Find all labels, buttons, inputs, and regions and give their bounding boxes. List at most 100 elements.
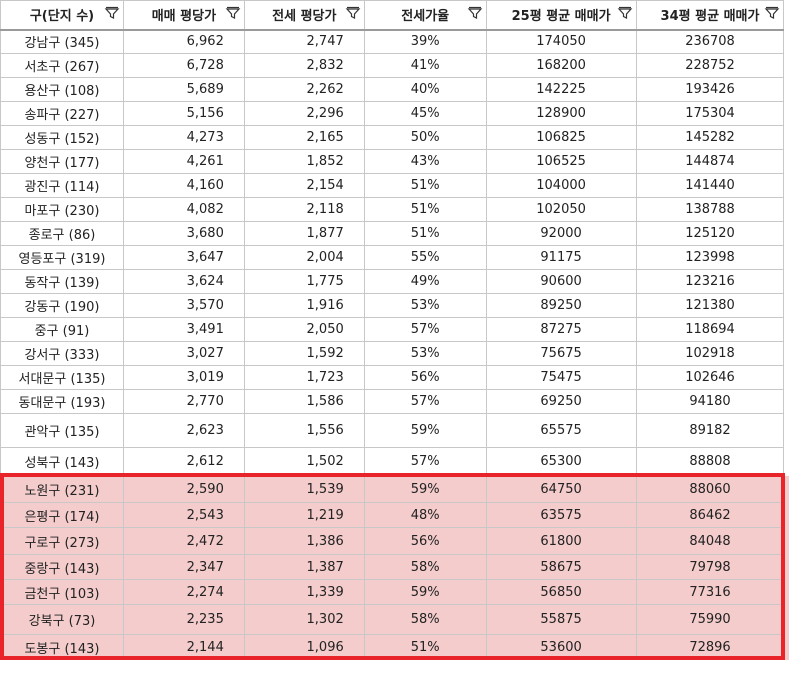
jeonse-price-cell[interactable]: 1,219 [243,502,365,528]
avg-25py-cell[interactable]: 87275 [485,317,637,342]
jeonse-ratio-cell[interactable]: 57% [363,389,487,414]
avg-25py-cell[interactable]: 75475 [485,365,637,390]
avg-25py-cell[interactable]: 58675 [485,554,637,580]
avg-34py-cell[interactable]: 123216 [635,269,785,294]
district-cell[interactable]: 금천구 (103) [0,579,124,605]
jeonse-ratio-cell[interactable]: 53% [363,293,487,318]
avg-25py-cell[interactable]: 102050 [485,197,637,222]
avg-34py-cell[interactable]: 94180 [635,389,785,414]
avg-34py-cell[interactable]: 75990 [635,604,785,635]
jeonse-ratio-cell[interactable]: 57% [363,317,487,342]
district-cell[interactable]: 강동구 (190) [0,293,124,318]
jeonse-price-cell[interactable]: 1,339 [243,579,365,605]
avg-25py-cell[interactable]: 61800 [485,527,637,555]
avg-34py-cell[interactable]: 193426 [635,77,785,102]
district-cell[interactable]: 도봉구 (143) [0,634,124,660]
jeonse-ratio-cell[interactable]: 59% [363,579,487,605]
avg-25py-cell[interactable]: 128900 [485,101,637,126]
jeonse-price-cell[interactable]: 2,004 [243,245,365,270]
jeonse-ratio-cell[interactable]: 59% [363,475,487,503]
sale-price-cell[interactable]: 2,472 [122,527,245,555]
sale-price-cell[interactable]: 3,027 [122,341,245,366]
jeonse-price-cell[interactable]: 1,387 [243,554,365,580]
avg-34py-cell[interactable]: 125120 [635,221,785,246]
sale-price-cell[interactable]: 4,160 [122,173,245,198]
sale-price-cell[interactable]: 2,770 [122,389,245,414]
jeonse-ratio-cell[interactable]: 59% [363,413,487,448]
jeonse-price-cell[interactable]: 2,165 [243,125,365,150]
sale-price-cell[interactable]: 4,082 [122,197,245,222]
filter-funnel-icon[interactable] [104,6,120,20]
avg-34py-cell[interactable]: 102646 [635,365,785,390]
jeonse-price-cell[interactable]: 1,916 [243,293,365,318]
jeonse-price-cell[interactable]: 2,050 [243,317,365,342]
avg-34py-cell[interactable]: 102918 [635,341,785,366]
jeonse-ratio-cell[interactable]: 49% [363,269,487,294]
filter-funnel-icon[interactable] [467,6,483,20]
sale-price-cell[interactable]: 2,623 [122,413,245,448]
jeonse-ratio-cell[interactable]: 56% [363,365,487,390]
district-cell[interactable]: 중구 (91) [0,317,124,342]
avg-25py-cell[interactable]: 106825 [485,125,637,150]
jeonse-price-cell[interactable]: 2,296 [243,101,365,126]
avg-34py-cell[interactable]: 79798 [635,554,785,580]
avg-34py-cell[interactable]: 141440 [635,173,785,198]
jeonse-ratio-cell[interactable]: 40% [363,77,487,102]
jeonse-price-cell[interactable]: 1,586 [243,389,365,414]
district-cell[interactable]: 관악구 (135) [0,413,124,448]
jeonse-ratio-cell[interactable]: 56% [363,527,487,555]
avg-25py-cell[interactable]: 63575 [485,502,637,528]
jeonse-ratio-cell[interactable]: 45% [363,101,487,126]
avg-25py-cell[interactable]: 64750 [485,475,637,503]
avg-34py-cell[interactable]: 77316 [635,579,785,605]
avg-25py-cell[interactable]: 69250 [485,389,637,414]
filter-funnel-icon[interactable] [764,6,780,20]
avg-34py-cell[interactable]: 88060 [635,475,785,503]
sale-price-cell[interactable]: 2,590 [122,475,245,503]
avg-34py-cell[interactable]: 138788 [635,197,785,222]
jeonse-price-cell[interactable]: 1,723 [243,365,365,390]
jeonse-ratio-cell[interactable]: 50% [363,125,487,150]
jeonse-ratio-cell[interactable]: 57% [363,447,487,476]
sale-price-cell[interactable]: 3,647 [122,245,245,270]
district-cell[interactable]: 영등포구 (319) [0,245,124,270]
jeonse-ratio-cell[interactable]: 58% [363,554,487,580]
sale-price-cell[interactable]: 3,624 [122,269,245,294]
jeonse-price-cell[interactable]: 1,302 [243,604,365,635]
district-cell[interactable]: 광진구 (114) [0,173,124,198]
avg-25py-cell[interactable]: 92000 [485,221,637,246]
avg-25py-cell[interactable]: 65575 [485,413,637,448]
jeonse-ratio-cell[interactable]: 51% [363,173,487,198]
jeonse-ratio-cell[interactable]: 43% [363,149,487,174]
filter-funnel-icon[interactable] [617,6,633,20]
district-cell[interactable]: 성동구 (152) [0,125,124,150]
sale-price-cell[interactable]: 2,235 [122,604,245,635]
avg-34py-cell[interactable]: 86462 [635,502,785,528]
district-cell[interactable]: 서초구 (267) [0,53,124,78]
district-cell[interactable]: 양천구 (177) [0,149,124,174]
avg-34py-cell[interactable]: 228752 [635,53,785,78]
jeonse-price-cell[interactable]: 1,539 [243,475,365,503]
sale-price-cell[interactable]: 4,261 [122,149,245,174]
jeonse-price-cell[interactable]: 1,852 [243,149,365,174]
avg-25py-cell[interactable]: 55875 [485,604,637,635]
avg-25py-cell[interactable]: 168200 [485,53,637,78]
sale-price-cell[interactable]: 2,274 [122,579,245,605]
jeonse-price-cell[interactable]: 1,592 [243,341,365,366]
district-cell[interactable]: 송파구 (227) [0,101,124,126]
sale-price-cell[interactable]: 5,689 [122,77,245,102]
sale-price-cell[interactable]: 3,680 [122,221,245,246]
district-cell[interactable]: 노원구 (231) [0,475,124,503]
avg-34py-cell[interactable]: 236708 [635,29,785,54]
district-cell[interactable]: 용산구 (108) [0,77,124,102]
sale-price-cell[interactable]: 2,612 [122,447,245,476]
filter-funnel-icon[interactable] [225,6,241,20]
jeonse-price-cell[interactable]: 2,832 [243,53,365,78]
sale-price-cell[interactable]: 2,543 [122,502,245,528]
district-cell[interactable]: 강북구 (73) [0,604,124,635]
avg-25py-cell[interactable]: 106525 [485,149,637,174]
avg-34py-cell[interactable]: 121380 [635,293,785,318]
jeonse-price-cell[interactable]: 1,556 [243,413,365,448]
avg-25py-cell[interactable]: 89250 [485,293,637,318]
jeonse-ratio-cell[interactable]: 58% [363,604,487,635]
